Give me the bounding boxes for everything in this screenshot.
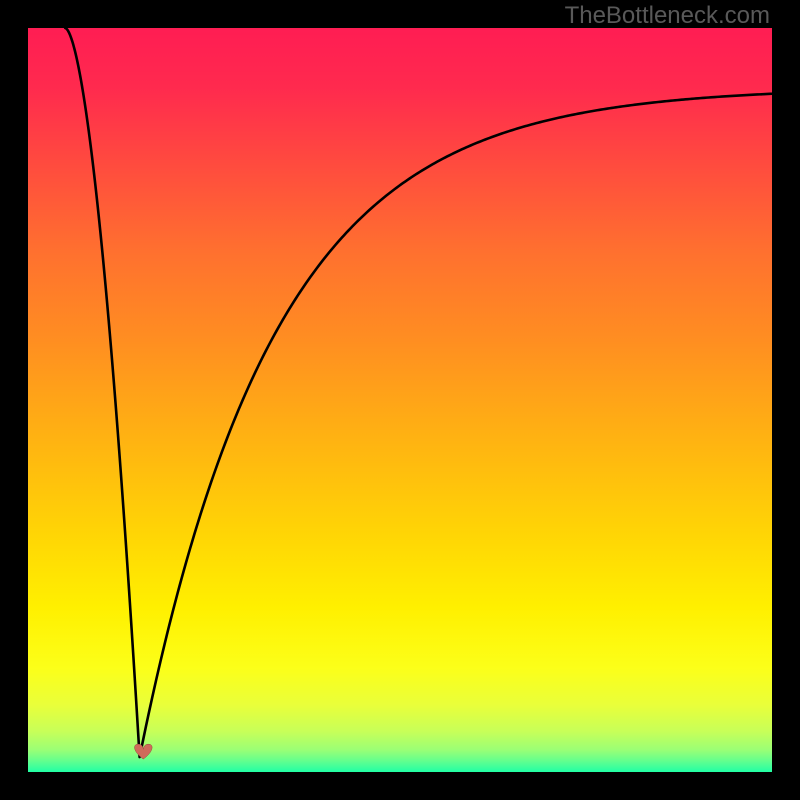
- watermark-text: TheBottleneck.com: [565, 2, 770, 30]
- curve-overlay: [28, 28, 772, 772]
- plot-area: [28, 28, 772, 772]
- bottleneck-curve: [65, 28, 772, 757]
- chart-container: TheBottleneck.com: [0, 0, 800, 800]
- heart-marker-icon: [135, 744, 153, 759]
